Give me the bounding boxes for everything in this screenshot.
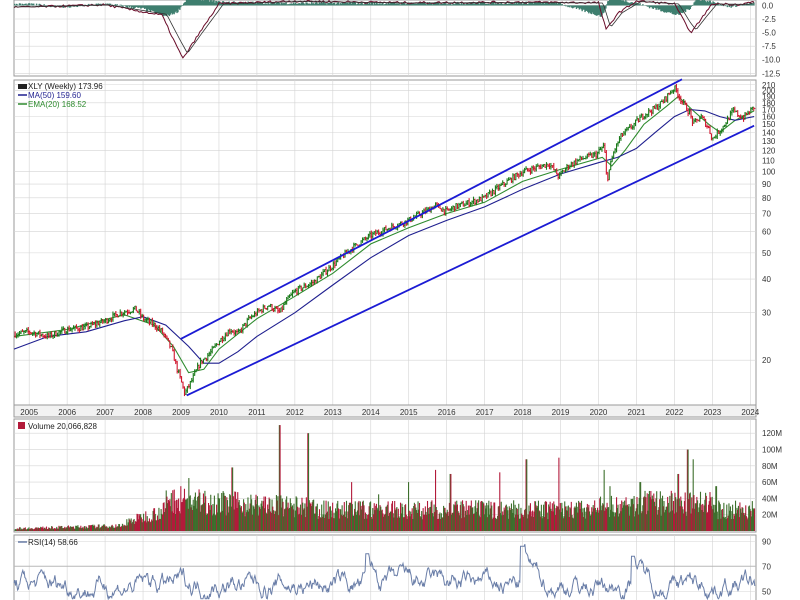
price-y-tick: 120	[762, 146, 776, 155]
volume-y-tick: 60M	[762, 478, 778, 487]
rsi-line	[13, 544, 756, 600]
x-tick-label: 2024	[741, 408, 759, 417]
price-y-tick: 200	[762, 86, 776, 95]
price-y-tick: 30	[762, 309, 771, 318]
rsi-y-tick: 90	[762, 537, 771, 546]
x-tick-label: 2023	[703, 408, 721, 417]
price-y-tick: 180	[762, 99, 776, 108]
x-tick-label: 2006	[58, 408, 76, 417]
price-y-tick: 100	[762, 168, 776, 177]
price-y-tick: 150	[762, 120, 776, 129]
trend-channel	[180, 78, 755, 397]
macd-panel: 0.0 -2.5 -5.0 -7.5 -10.0 -12.5	[13, 0, 781, 78]
channel-upper-line	[180, 78, 683, 340]
legend-ema: EMA(20) 168.52	[28, 100, 87, 109]
ma50-line	[13, 108, 755, 364]
legend-ma: MA(50) 159.60	[28, 91, 81, 100]
price-y-tick: 110	[762, 157, 775, 166]
volume-y-tick: 20M	[762, 511, 778, 520]
volume-y-tick: 100M	[762, 446, 782, 455]
rsi-panel: 90 70 50 RSI(14) 58.66	[13, 534, 771, 600]
price-y-tick: 70	[762, 209, 771, 218]
x-tick-label: 2012	[286, 408, 304, 417]
volume-legend: Volume 20,066,828	[28, 422, 97, 431]
x-tick-label: 2014	[362, 408, 380, 417]
rsi-legend: RSI(14) 58.66	[28, 538, 78, 547]
macd-y-tick: -2.5	[762, 15, 776, 24]
x-tick-label: 2016	[438, 408, 456, 417]
volume-tick-labels: 120M 100M 80M 60M 40M 20M	[762, 429, 782, 519]
macd-tick-labels: 0.0 -2.5 -5.0 -7.5 -10.0 -12.5	[762, 1, 781, 78]
legend-symbol: XLY (Weekly) 173.96	[28, 82, 103, 91]
x-tick-label: 2011	[248, 408, 266, 417]
price-y-tick: 160	[762, 113, 776, 122]
volume-panel: 120M 100M 80M 60M 40M 20M Volume 20,066,828	[13, 418, 782, 533]
volume-y-tick: 40M	[762, 494, 778, 503]
x-tick-label: 2015	[400, 408, 418, 417]
price-y-tick: 140	[762, 128, 776, 137]
x-tick-label: 2005	[20, 408, 38, 417]
x-tick-label: 2009	[172, 408, 190, 417]
macd-y-tick: -12.5	[762, 69, 781, 78]
rsi-panel-frame	[13, 534, 757, 600]
price-y-tick: 50	[762, 249, 771, 258]
macd-y-tick: -10.0	[762, 56, 781, 65]
price-y-tick: 60	[762, 228, 771, 237]
x-tick-label: 2013	[324, 408, 342, 417]
x-axis: 2005 2006 2007 2008 2009 2010 2011 2012 2013 2014…	[13, 404, 760, 418]
volume-bars	[14, 425, 756, 531]
rsi-path	[13, 544, 756, 600]
x-tick-label: 2020	[590, 408, 608, 417]
x-tick-label: 2021	[628, 408, 646, 417]
x-tick-label: 2017	[476, 408, 494, 417]
x-tick-label: 2018	[514, 408, 532, 417]
ma50-path	[13, 108, 755, 364]
macd-y-tick: -5.0	[762, 29, 776, 38]
rsi-tick-labels: 90 70 50	[762, 537, 771, 596]
channel-lower-line	[186, 124, 755, 397]
price-y-tick: 80	[762, 194, 771, 203]
x-tick-label: 2022	[666, 408, 684, 417]
price-y-tick: 210	[762, 81, 776, 90]
price-legend: XLY (Weekly) 173.96 MA(50) 159.60 EMA(20…	[18, 82, 103, 109]
x-tick-label: 2008	[134, 408, 152, 417]
volume-legend-swatch	[18, 422, 25, 429]
price-y-tick: 20	[762, 356, 771, 365]
volume-y-tick: 80M	[762, 462, 778, 471]
price-grid	[14, 80, 756, 405]
rsi-y-tick: 70	[762, 562, 771, 571]
x-tick-label: 2007	[96, 408, 114, 417]
price-y-tick: 40	[762, 275, 771, 284]
price-y-tick: 130	[762, 137, 776, 146]
x-tick-label: 2019	[552, 408, 570, 417]
legend-symbol-swatch	[18, 84, 27, 89]
rsi-y-tick: 50	[762, 587, 771, 596]
macd-panel-frame	[13, 0, 757, 77]
macd-y-tick: -7.5	[762, 42, 776, 51]
macd-y-tick: 0.0	[762, 1, 774, 10]
macd-line	[13, 0, 755, 59]
macd-signal-path	[14, 1, 755, 53]
x-axis-band	[13, 404, 757, 418]
x-tick-label: 2010	[210, 408, 228, 417]
price-bars	[14, 83, 756, 397]
price-y-tick: 170	[762, 106, 776, 115]
price-y-tick: 190	[762, 92, 776, 101]
price-panel-frame	[13, 79, 757, 406]
volume-y-tick: 120M	[762, 429, 782, 438]
price-y-tick: 90	[762, 180, 771, 189]
